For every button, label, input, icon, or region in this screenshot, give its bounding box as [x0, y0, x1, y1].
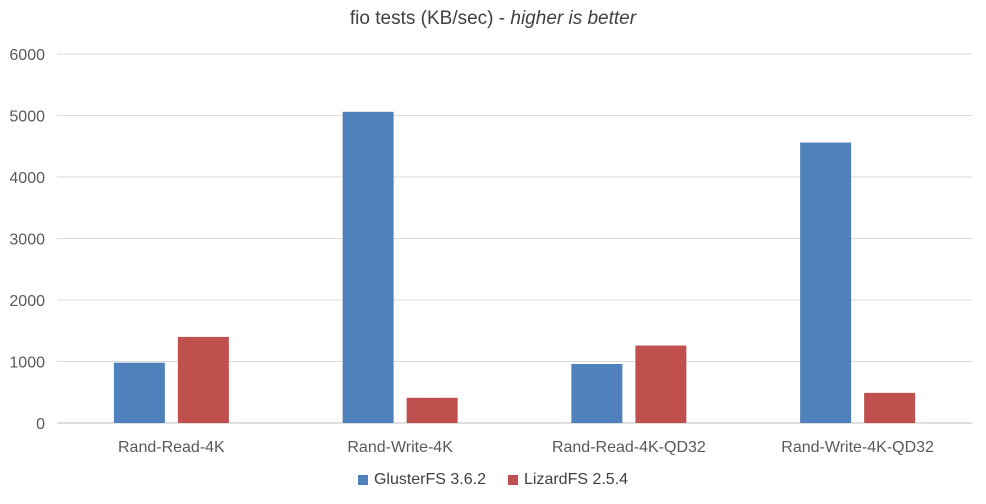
x-tick-label: Rand-Write-4K-QD32: [781, 439, 934, 456]
y-tick-label: 4000: [9, 170, 45, 187]
legend-item-glusterfs: GlusterFS 3.6.2: [357, 471, 486, 489]
bar: [864, 392, 916, 423]
bar: [177, 336, 229, 423]
bar: [571, 363, 623, 423]
y-tick-label: 5000: [9, 109, 45, 126]
chart-title-italic: higher is better: [510, 8, 637, 29]
legend-swatch-glusterfs: [357, 475, 368, 485]
y-tick-label: 1000: [9, 355, 45, 372]
bar: [113, 362, 165, 423]
x-tick-label: Rand-Read-4K-QD32: [552, 439, 706, 456]
y-tick-label: 6000: [9, 47, 45, 64]
y-tick-label: 0: [36, 416, 45, 433]
chart-title-main: fio tests (KB/sec) -: [349, 8, 511, 29]
y-tick-label: 2000: [9, 293, 45, 310]
legend-label-lizardfs: LizardFS 2.5.4: [523, 471, 629, 488]
legend-item-lizardfs: LizardFS 2.5.4: [507, 471, 629, 489]
bar: [406, 397, 458, 423]
legend-swatch-lizardfs: [507, 475, 518, 485]
y-tick-label: 3000: [9, 232, 45, 249]
x-tick-label: Rand-Read-4K: [118, 439, 225, 456]
chart-title: fio tests (KB/sec) - higher is better: [0, 8, 986, 30]
legend-label-glusterfs: GlusterFS 3.6.2: [373, 471, 486, 488]
bar: [342, 111, 394, 423]
bar: [635, 345, 687, 423]
bar: [800, 142, 852, 423]
x-tick-label: Rand-Write-4K: [347, 439, 453, 456]
legend: GlusterFS 3.6.2 LizardFS 2.5.4: [0, 471, 986, 489]
